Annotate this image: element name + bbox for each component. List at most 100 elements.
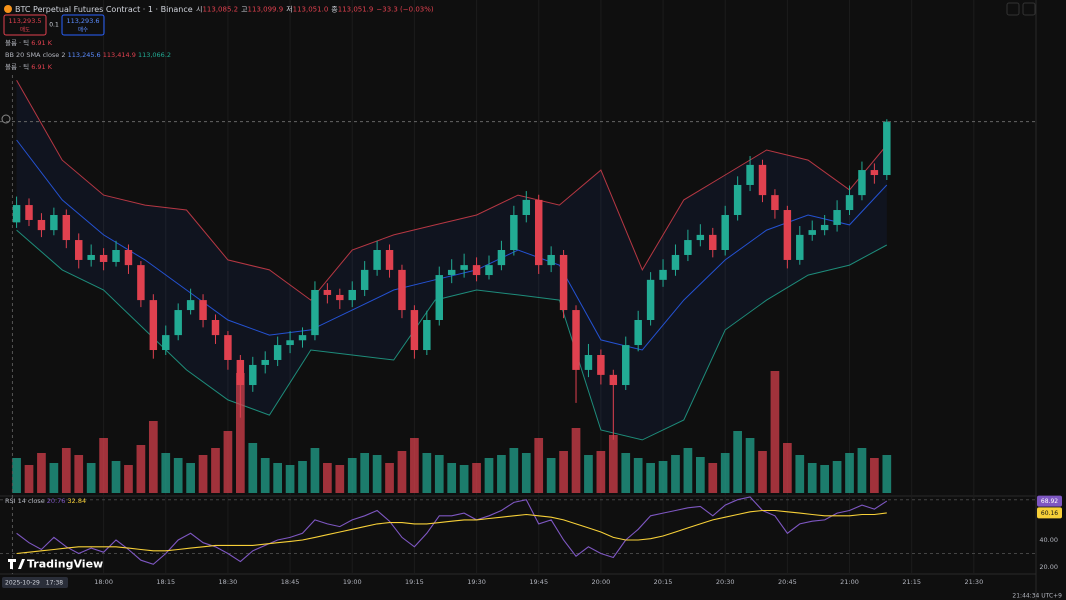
volume-bar xyxy=(534,438,544,493)
volume-bar xyxy=(124,465,133,493)
volume-bar xyxy=(99,438,108,493)
volume-bar xyxy=(285,465,295,493)
candle-body xyxy=(460,265,468,270)
candle-body xyxy=(758,164,767,196)
volume-legend: 볼륨 · 틱 6.91 K xyxy=(5,62,53,71)
ohlc-value: 113,099.9 xyxy=(248,6,284,14)
volume-bar xyxy=(323,463,332,493)
rsi-line xyxy=(16,496,888,565)
x-tick-label: 21:30 xyxy=(964,578,983,586)
candle-body xyxy=(423,320,431,351)
candle-body xyxy=(224,335,232,360)
bb-upper xyxy=(16,79,888,301)
volume-bar xyxy=(24,465,34,493)
plot xyxy=(0,75,1036,574)
candle-body xyxy=(833,210,841,225)
volume-bar xyxy=(472,463,481,493)
volume-bar xyxy=(148,421,158,493)
fullscreen-button[interactable] xyxy=(1022,2,1036,16)
volume-bar xyxy=(223,431,233,493)
volume-legend-name: 볼륨 · 틱 xyxy=(5,62,29,71)
volume-bar xyxy=(12,458,21,493)
volume-bar xyxy=(584,455,593,493)
volume-bar xyxy=(733,431,742,493)
x-tick-label: 21:00 xyxy=(840,578,859,586)
ohlc-value: 113,051.0 xyxy=(293,6,329,14)
candle-body xyxy=(559,254,568,311)
candle-body xyxy=(37,219,46,231)
volume-bar xyxy=(360,453,370,493)
candle-body xyxy=(236,359,245,386)
candle-body xyxy=(174,310,182,336)
ohlc-key: 종 xyxy=(331,6,338,14)
candle-body xyxy=(336,294,344,301)
volume-bar xyxy=(260,458,270,493)
bb-legend-name: BB 20 SMA close 2 xyxy=(5,51,66,59)
volume-bar xyxy=(882,455,892,493)
candle-body xyxy=(124,250,133,266)
candle-body xyxy=(510,215,518,250)
volume-bar xyxy=(37,453,46,493)
volume-bar xyxy=(459,465,469,493)
candle-body xyxy=(398,269,406,311)
volume-bar xyxy=(683,448,693,493)
volume-bar xyxy=(310,448,320,493)
volume-bar xyxy=(571,428,581,493)
sell-price[interactable]: 113,293.5 xyxy=(8,17,41,25)
sell-label[interactable]: 매도 xyxy=(20,26,30,34)
candle-body xyxy=(721,215,729,250)
ohlc-value: 113,085.2 xyxy=(202,6,238,14)
volume-bar xyxy=(720,453,730,493)
candle-body xyxy=(746,164,754,185)
candle-body xyxy=(87,254,95,260)
candle-body xyxy=(858,170,866,196)
buy-label[interactable]: 매수 xyxy=(78,26,88,34)
candle-body xyxy=(447,269,456,276)
brand-logo xyxy=(8,559,25,569)
x-tick-label: 18:15 xyxy=(156,578,175,586)
candle-body xyxy=(75,240,83,260)
bb-middle xyxy=(16,139,888,351)
sell-button[interactable] xyxy=(3,14,47,36)
candle-body xyxy=(696,234,705,241)
value-badge xyxy=(1037,495,1062,507)
x-tick-label: 18:30 xyxy=(219,578,238,586)
volume-bar xyxy=(658,461,668,493)
candle-body xyxy=(186,300,195,311)
candle-body xyxy=(534,199,543,266)
volume-bar xyxy=(633,458,643,493)
candle-body xyxy=(273,345,282,360)
candle-body xyxy=(796,234,804,260)
candle-body xyxy=(709,234,717,250)
buy-price[interactable]: 113,293.6 xyxy=(66,17,99,25)
volume-bar xyxy=(646,463,655,493)
volume-bar xyxy=(422,453,432,493)
candle-body xyxy=(112,250,120,262)
candle-body xyxy=(137,265,145,301)
candle-body xyxy=(609,374,618,386)
volume-bar xyxy=(783,443,792,493)
x-tick-label: 20:00 xyxy=(592,578,611,586)
value-badge-label: 60.16 xyxy=(1041,510,1058,517)
volume-bar xyxy=(434,455,444,493)
bb-value: 113,245.6 xyxy=(68,51,101,59)
buy-button[interactable] xyxy=(61,14,105,36)
volume-bar xyxy=(211,448,220,493)
candle-body xyxy=(211,320,220,336)
volume-bar xyxy=(745,438,755,493)
candle-body xyxy=(485,265,493,276)
rsi-legend: RSI 14 close 20.76 32.84 xyxy=(5,497,86,505)
scroll-button[interactable] xyxy=(1006,2,1020,16)
rsi-legend-value: 20.76 xyxy=(47,497,66,505)
ohlc-change: −33.3 (−0.03%) xyxy=(376,6,434,14)
volume-bar xyxy=(136,445,146,493)
clock: 21:44:34 UTC+9 xyxy=(1012,593,1062,600)
volume-bar xyxy=(820,465,830,493)
add-button[interactable] xyxy=(1,114,11,124)
candle-body xyxy=(162,335,170,351)
value-badge xyxy=(1037,507,1062,519)
volume-bar xyxy=(61,448,71,493)
candle-body xyxy=(261,359,269,365)
candle-body xyxy=(771,195,779,211)
